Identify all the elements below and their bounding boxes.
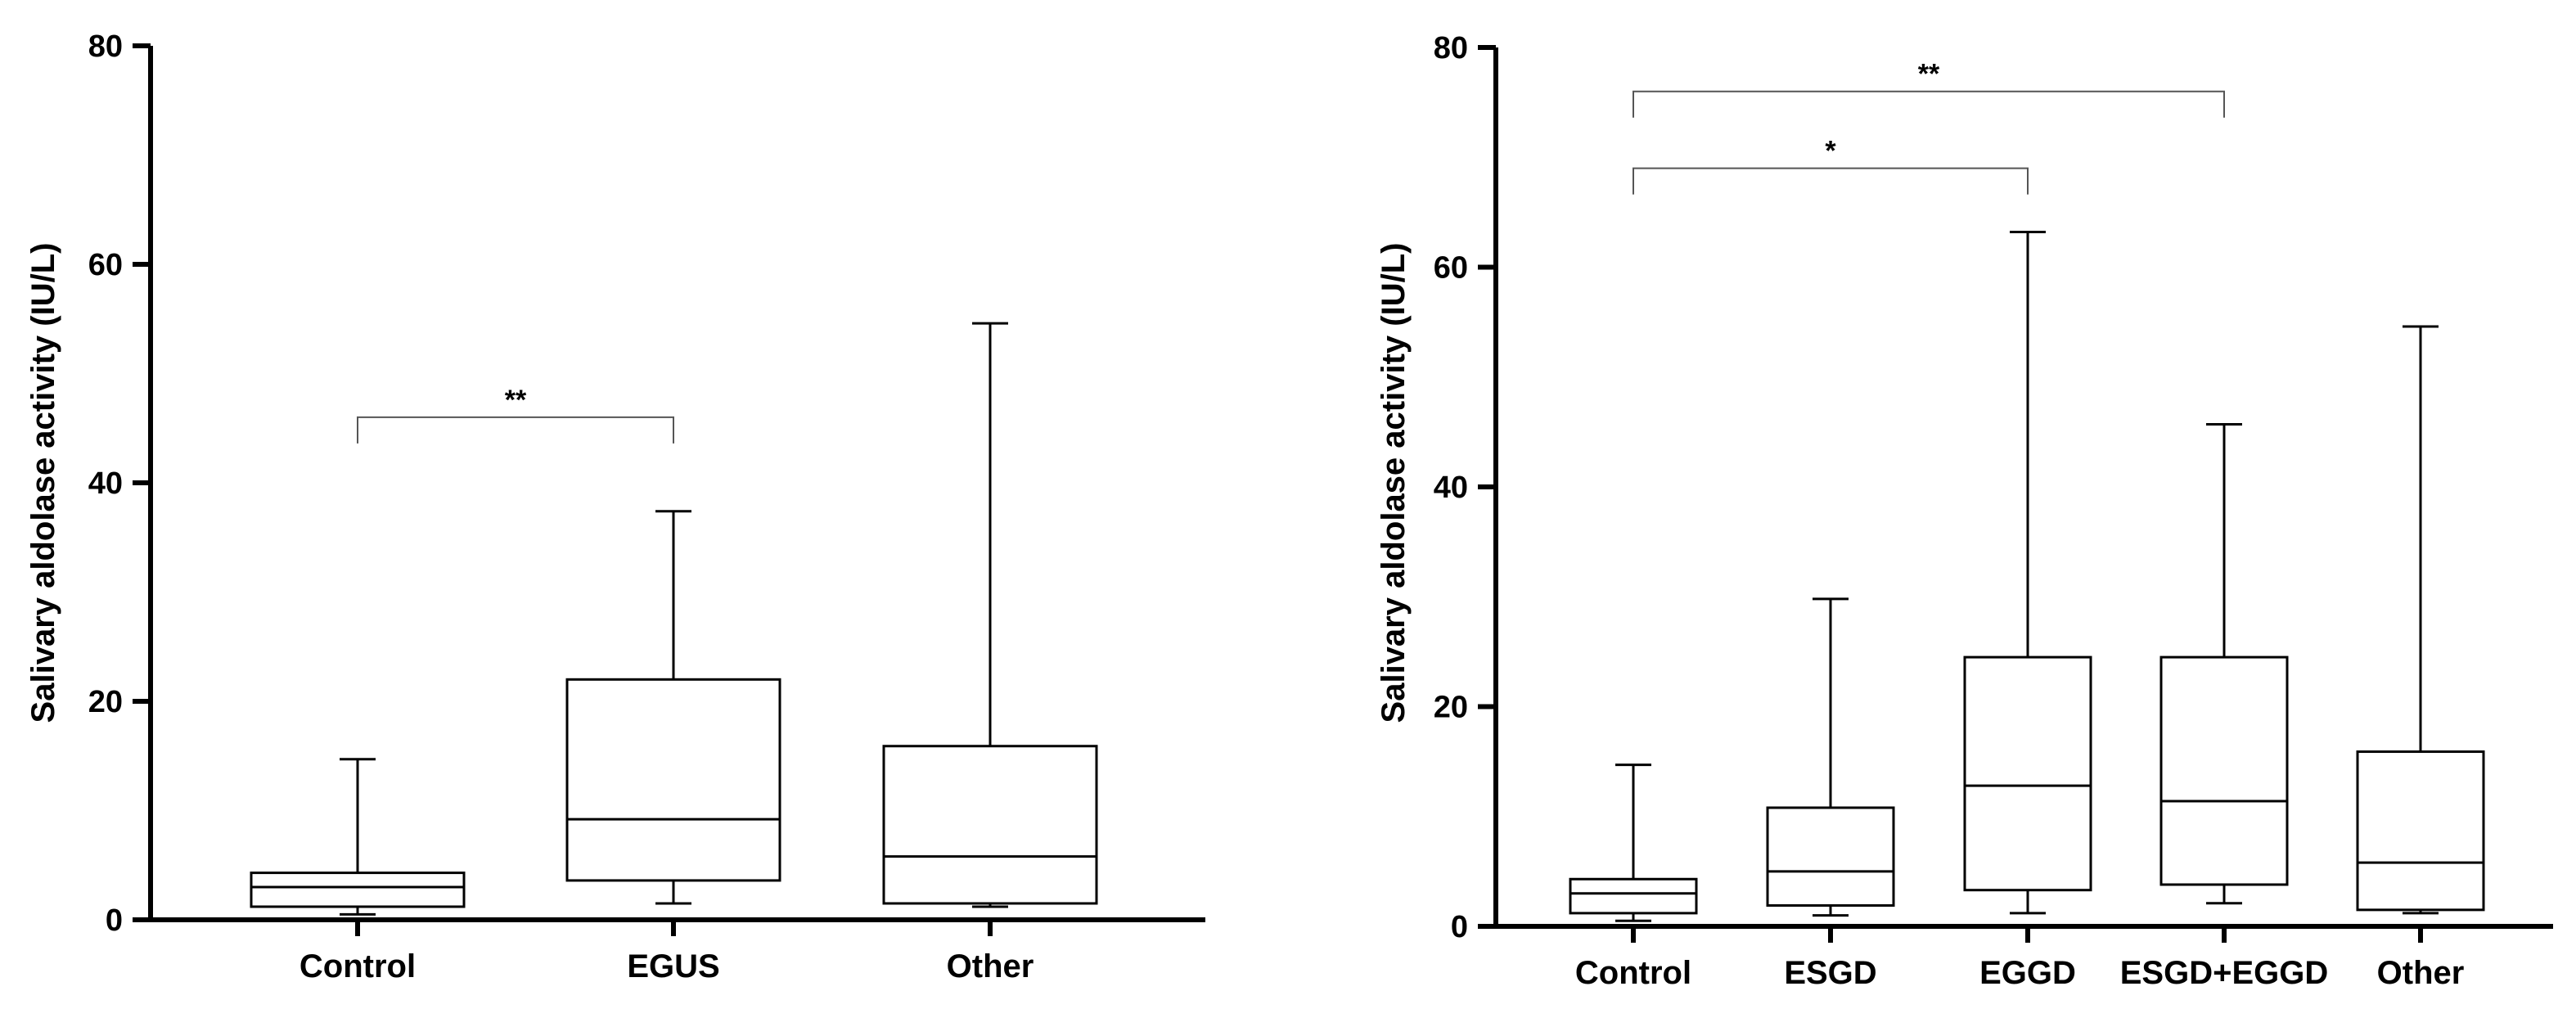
- box-iqr: [2159, 655, 2289, 886]
- significance-bracket: [1633, 167, 2029, 195]
- y-tick-label: 80: [88, 29, 123, 64]
- x-category-label: EGGD: [1979, 955, 2076, 991]
- y-tick-label: 60: [88, 248, 123, 282]
- box-iqr: [565, 678, 781, 882]
- significance-label: **: [505, 385, 527, 416]
- box-iqr: [1766, 806, 1895, 907]
- box-iqr: [1569, 877, 1698, 915]
- significance-label: **: [1918, 59, 1940, 90]
- x-category-label: Other: [2377, 955, 2465, 991]
- box-iqr: [1963, 655, 2092, 892]
- x-category-label: Other: [947, 948, 1034, 984]
- y-tick-label: 40: [88, 466, 123, 501]
- y-tick-label: 20: [88, 685, 123, 719]
- y-tick-label: 80: [1434, 31, 1468, 65]
- y-tick-label: 0: [106, 903, 123, 938]
- significance-label: *: [1825, 136, 1836, 167]
- x-category-label: Control: [299, 948, 416, 984]
- y-tick-label: 60: [1434, 251, 1468, 286]
- y-axis-label: Salivary aldolase activity (IU/L): [1376, 243, 1412, 723]
- significance-bracket: [1633, 90, 2225, 118]
- y-axis-label: Salivary aldolase activity (IU/L): [25, 243, 61, 723]
- y-tick-label: 0: [1451, 910, 1468, 944]
- boxplot-left: 0 20 40 60 80 Salivary aldolase activity (IU/…: [25, 29, 1205, 984]
- x-category-label: Control: [1575, 955, 1691, 991]
- x-category-label: ESGD+EGGD: [2120, 955, 2329, 991]
- significance-bracket: [357, 416, 674, 444]
- box-iqr: [882, 745, 1098, 905]
- box-iqr: [2356, 750, 2485, 912]
- boxplot-right: 0 20 40 60 80 Salivary aldolase activity (IU/…: [1376, 31, 2553, 991]
- y-tick-label: 40: [1434, 471, 1468, 505]
- y-tick-label: 20: [1434, 691, 1468, 725]
- x-category-label: ESGD: [1784, 955, 1876, 991]
- box-iqr: [250, 872, 466, 908]
- x-category-label: EGUS: [627, 948, 719, 984]
